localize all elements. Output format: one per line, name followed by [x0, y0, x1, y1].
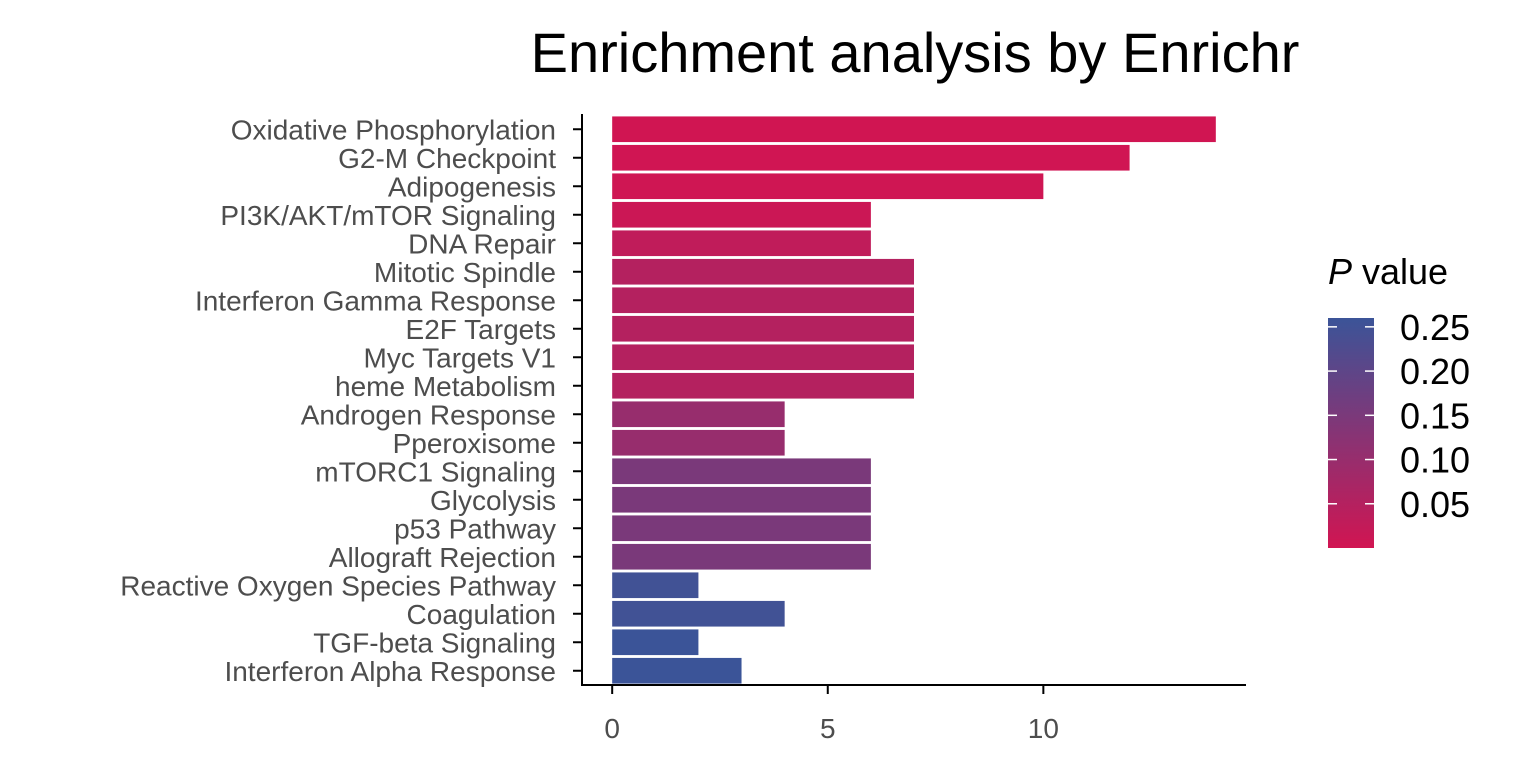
bar	[612, 486, 871, 513]
bar	[612, 629, 699, 656]
x-tick-label: 10	[1028, 713, 1059, 744]
x-axis-ticks: 0 5 10	[604, 685, 1059, 744]
legend-colorbar	[1328, 318, 1374, 548]
category-label: Reactive Oxygen Species Pathway	[120, 570, 556, 601]
category-label: p53 Pathway	[394, 513, 556, 544]
bar	[612, 258, 914, 285]
bar	[612, 429, 785, 456]
bar	[612, 315, 914, 342]
category-label: Glycolysis	[430, 485, 556, 516]
bar	[612, 600, 785, 627]
category-label: Interferon Alpha Response	[224, 656, 556, 687]
category-label: Pperoxisome	[393, 428, 556, 459]
bar	[612, 287, 914, 314]
bar	[612, 344, 914, 371]
category-label: Mitotic Spindle	[374, 257, 556, 288]
bar	[612, 230, 871, 257]
category-label: G2-M Checkpoint	[338, 143, 556, 174]
category-label: PI3K/AKT/mTOR Signaling	[220, 200, 556, 231]
bar	[612, 572, 699, 599]
category-label: DNA Repair	[408, 228, 556, 259]
legend-tick-label: 0.15	[1400, 395, 1470, 436]
category-label: Myc Targets V1	[364, 342, 556, 373]
category-label: mTORC1 Signaling	[315, 456, 556, 487]
legend-tick-label: 0.10	[1400, 440, 1470, 481]
legend: P value 0.250.200.150.100.05	[1328, 251, 1470, 548]
category-label: Adipogenesis	[388, 171, 556, 202]
category-label: Oxidative Phosphorylation	[231, 114, 556, 145]
bar	[612, 173, 1044, 200]
bar	[612, 458, 871, 485]
legend-tick-label: 0.20	[1400, 351, 1470, 392]
category-label: Androgen Response	[301, 399, 556, 430]
bar	[612, 401, 785, 428]
legend-title: P value	[1328, 251, 1448, 292]
bars-group	[612, 116, 1216, 684]
category-label: Allograft Rejection	[329, 542, 556, 573]
chart-title: Enrichment analysis by Enrichr	[531, 21, 1300, 84]
bar	[612, 201, 871, 228]
category-label: Coagulation	[407, 599, 556, 630]
bar	[612, 116, 1216, 143]
category-label: TGF-beta Signaling	[313, 627, 556, 658]
x-tick-label: 5	[820, 713, 836, 744]
category-label: E2F Targets	[406, 314, 556, 345]
category-label: heme Metabolism	[335, 371, 556, 402]
bar	[612, 372, 914, 399]
bar	[612, 543, 871, 570]
bar	[612, 144, 1130, 171]
category-label: Interferon Gamma Response	[195, 285, 556, 316]
legend-title-italic: P	[1328, 251, 1352, 292]
legend-ticks: 0.250.200.150.100.05	[1328, 307, 1470, 525]
x-tick-label: 0	[604, 713, 620, 744]
bar	[612, 657, 742, 684]
bar	[612, 515, 871, 542]
legend-title-rest: value	[1352, 251, 1448, 292]
legend-tick-label: 0.25	[1400, 307, 1470, 348]
legend-tick-label: 0.05	[1400, 484, 1470, 525]
